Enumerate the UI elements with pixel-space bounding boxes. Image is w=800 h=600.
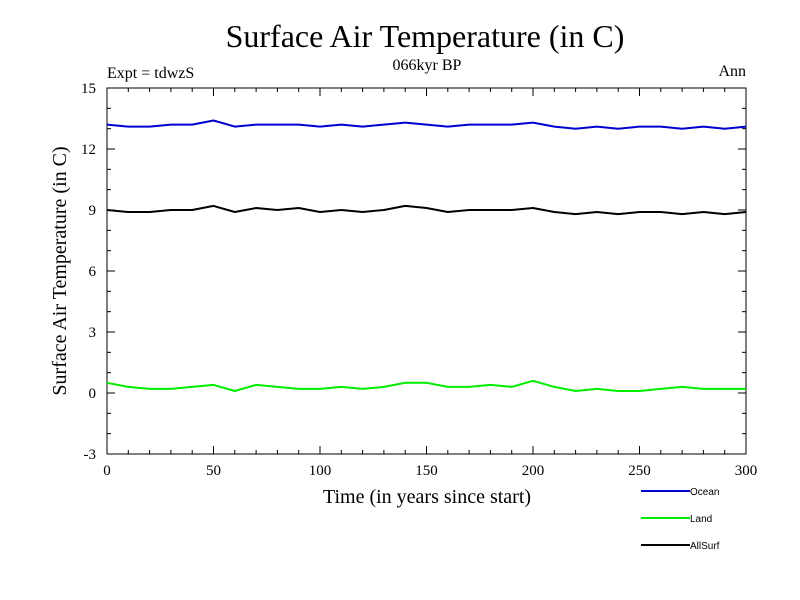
y-tick-label: 12 [81, 142, 96, 158]
y-tick-label: 0 [89, 386, 97, 402]
chart-title: Surface Air Temperature (in C) [226, 18, 625, 54]
x-tick-label: 100 [309, 463, 332, 479]
series-line-allsurf [106, 204, 747, 216]
y-axis-label: Surface Air Temperature (in C) [49, 146, 71, 395]
series-line-land [106, 379, 746, 392]
x-tick-label: 0 [103, 463, 111, 479]
x-tick-label: 150 [415, 463, 438, 479]
legend: Ocean Land AllSurf [641, 487, 720, 552]
x-axis-label: Time (in years since start) [323, 486, 531, 508]
plot-frame [106, 87, 747, 455]
y-tick-label: 6 [89, 264, 97, 280]
period-label: Ann [718, 63, 746, 80]
series-line-ocean [106, 119, 747, 130]
series-layer [106, 119, 747, 392]
y-tick-label: -3 [84, 447, 97, 463]
legend-label: AllSurf [690, 541, 720, 552]
y-tick-label: 15 [81, 81, 96, 97]
y-tick-label: 3 [89, 325, 97, 341]
legend-label: Land [690, 514, 712, 525]
experiment-label: Expt = tdwzS [107, 65, 194, 82]
y-tick-label: 9 [89, 203, 97, 219]
x-tick-label: 300 [735, 463, 758, 479]
chart-subtitle: 066kyr BP [393, 57, 462, 74]
x-tick-label: 250 [628, 463, 651, 479]
x-tick-label: 50 [206, 463, 221, 479]
axis-ticks: 0 50 100 150 200 250 300 -3 0 3 6 9 12 15 [81, 81, 757, 479]
x-tick-label: 200 [522, 463, 545, 479]
legend-label: Ocean [690, 487, 719, 498]
